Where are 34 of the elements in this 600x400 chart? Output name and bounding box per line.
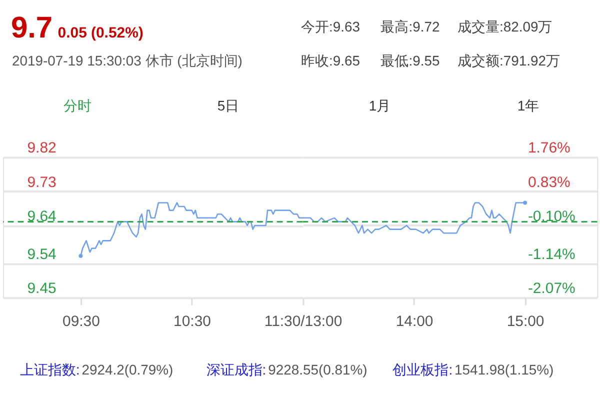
- text: 创业板指:: [392, 361, 453, 378]
- text: 1月: [368, 97, 391, 114]
- chart-subtitle: 0.05 (0.52%): [58, 24, 144, 42]
- y2-tick-label: -1.14%: [528, 246, 576, 264]
- y2-tick-label: 1.76%: [528, 140, 570, 157]
- text: 1年: [517, 97, 540, 114]
- text: 深证成指:: [206, 361, 266, 378]
- y2-tick-label: 0.83%: [528, 174, 570, 191]
- y-tick-label: 9.54: [27, 246, 56, 264]
- text: 2019-07-19 15:30:03 休市 (北京时间): [12, 52, 242, 68]
- x-tick-label: 14:00: [396, 313, 434, 330]
- text: 1541.98(1.15%): [454, 361, 554, 378]
- y-tick-label: 9.64: [27, 208, 56, 226]
- y2-tick-label: -0.10%: [528, 208, 576, 225]
- text: 今开:9.63: [300, 18, 360, 35]
- text: 成交额:791.92万: [457, 52, 560, 68]
- text: 成交量:82.09万: [457, 18, 552, 35]
- text: 9228.55(0.81%): [268, 361, 368, 378]
- text: 昨收:9.65: [300, 52, 360, 68]
- text: 上证指数:: [20, 361, 80, 378]
- x-tick-label: 15:00: [506, 313, 544, 330]
- text: 2924.2(0.79%): [82, 361, 174, 378]
- y-tick-label: 9.45: [27, 280, 56, 298]
- x-tick-label: 10:30: [174, 313, 211, 330]
- y-tick-label: 9.73: [27, 174, 56, 191]
- text: 最高:9.72: [380, 18, 440, 35]
- y2-tick-label: -2.07%: [528, 280, 576, 298]
- text: 最低:9.55: [380, 52, 440, 68]
- y-tick-label: 9.82: [27, 140, 56, 157]
- x-tick-label: 09:30: [62, 313, 100, 330]
- text: 分时: [64, 97, 92, 114]
- x-tick-label: 11:30/13:00: [264, 313, 342, 330]
- chart-title: 9.7: [10, 12, 53, 45]
- text: 5日: [217, 97, 240, 114]
